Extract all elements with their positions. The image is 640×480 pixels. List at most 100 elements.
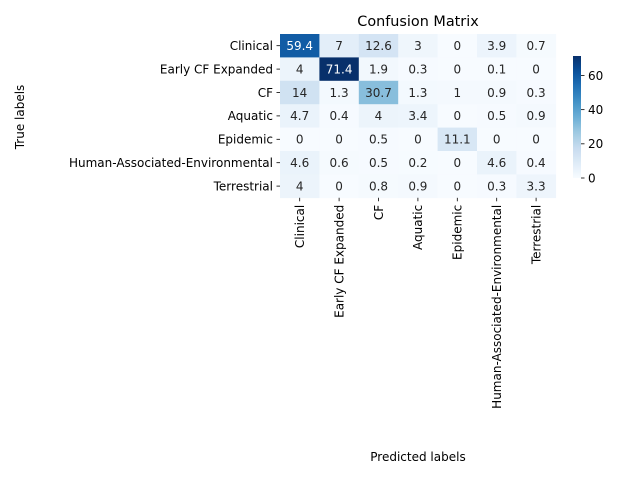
cell-value-label: 14 — [292, 86, 307, 100]
cell-value-label: 1.9 — [369, 62, 388, 76]
cell-value-label: 4.6 — [290, 156, 309, 170]
heatmap-cell — [358, 174, 399, 199]
colorbar-tick-label: 20 — [588, 137, 603, 151]
heatmap-cell — [477, 174, 517, 199]
y-tick-label: CF — [258, 86, 273, 100]
heatmap-cell — [280, 80, 320, 105]
cell-value-label: 0.9 — [408, 179, 427, 193]
heatmap-cell — [516, 127, 557, 152]
cell-value-label: 0 — [335, 179, 343, 193]
heatmap-cell — [516, 151, 557, 175]
x-axis-label: Predicted labels — [370, 450, 465, 464]
heatmap-cell — [280, 57, 320, 82]
heatmap-cell — [398, 127, 438, 152]
cell-value-label: 0.3 — [487, 179, 506, 193]
x-tick-label: Terrestrial — [529, 205, 543, 265]
cell-value-label: 0.5 — [369, 133, 388, 147]
heatmap-cell — [477, 104, 517, 128]
cell-value-label: 0.9 — [527, 109, 546, 123]
heatmap-cell — [477, 80, 517, 105]
cell-value-label: 0.5 — [487, 109, 506, 123]
cell-value-label: 4.6 — [487, 156, 506, 170]
cell-value-label: 0.6 — [330, 156, 349, 170]
cell-value-label: 1.3 — [330, 86, 349, 100]
cell-value-label: 11.1 — [444, 133, 471, 147]
heatmap-cell — [477, 34, 517, 58]
heatmap-cell — [477, 151, 517, 175]
cell-value-label: 3 — [414, 39, 422, 53]
y-tick-label: Clinical — [230, 39, 273, 53]
cell-value-label: 3.4 — [408, 109, 427, 123]
heatmap-cell — [516, 174, 557, 199]
cell-value-label: 0 — [453, 39, 461, 53]
y-axis-label: True labels — [13, 85, 27, 151]
heatmap-cell — [280, 104, 320, 128]
heatmap-cell — [358, 57, 399, 82]
heatmap-cell — [319, 34, 360, 58]
cell-value-label: 4.7 — [290, 109, 309, 123]
cell-value-label: 0 — [453, 109, 461, 123]
y-tick-labels: Clinical Early CF Expanded CF Aquatic Epidem… — [69, 39, 280, 193]
heatmap-cell — [319, 127, 360, 152]
heatmap-cell — [358, 127, 399, 152]
heatmap-cell — [516, 34, 557, 58]
heatmap-cell — [398, 80, 438, 105]
colorbar: 0 20 40 60 — [573, 56, 603, 185]
heatmap-cell — [437, 151, 478, 175]
x-tick-label: Human-Associated-Environmental — [490, 205, 504, 409]
heatmap-cell — [319, 104, 360, 128]
colorbar-tick-label: 40 — [588, 103, 603, 117]
colorbar-tick-label: 0 — [588, 171, 596, 185]
cell-value-label: 0 — [453, 62, 461, 76]
heatmap-cell — [477, 127, 517, 152]
cell-value-label: 0 — [335, 133, 343, 147]
heatmap-cell — [516, 80, 557, 105]
heatmap-cell — [358, 151, 399, 175]
heatmap-cell — [319, 57, 360, 82]
cell-value-label: 59.4 — [286, 39, 313, 53]
cell-value-label: 0.4 — [330, 109, 349, 123]
cell-value-label: 0.4 — [527, 156, 546, 170]
cell-value-label: 0 — [453, 179, 461, 193]
cell-value-label: 0.5 — [369, 156, 388, 170]
heatmap-cell — [398, 174, 438, 199]
cell-value-label: 4 — [296, 62, 304, 76]
cell-value-label: 0 — [493, 133, 501, 147]
cell-value-label: 7 — [335, 39, 343, 53]
heatmap-cell — [477, 57, 517, 82]
chart-title: Confusion Matrix — [357, 14, 479, 30]
heatmap-cell — [280, 174, 320, 199]
cell-value-label: 0 — [532, 133, 540, 147]
cell-value-label: 0.9 — [487, 86, 506, 100]
colorbar-gradient — [573, 56, 581, 178]
y-tick-label: Aquatic — [228, 109, 273, 123]
cell-value-label: 0 — [414, 133, 422, 147]
heatmap-cell — [437, 34, 478, 58]
heatmap-cell — [319, 80, 360, 105]
cell-value-label: 30.7 — [365, 86, 392, 100]
cell-value-label: 0 — [296, 133, 304, 147]
x-tick-label: Epidemic — [451, 205, 465, 260]
x-tick-label: Aquatic — [411, 205, 425, 250]
cell-value-label: 1 — [453, 86, 461, 100]
heatmap-cells: 59.4 7 12.6 3 0 3.9 0.74 71.4 1.9 0.3 0 0.1 014 1.3 30… — [280, 34, 557, 199]
x-tick-label: Clinical — [293, 205, 307, 248]
cell-value-label: 0.3 — [527, 86, 546, 100]
heatmap-cell — [398, 57, 438, 82]
heatmap-cell — [358, 104, 399, 128]
x-tick-labels: Clinical Early CF Expanded CF Aquatic Epidem… — [293, 197, 543, 409]
heatmap-cell — [280, 151, 320, 175]
cell-value-label: 3.9 — [487, 39, 506, 53]
heatmap-cell — [398, 104, 438, 128]
heatmap-cell — [437, 174, 478, 199]
cell-value-label: 0.8 — [369, 179, 388, 193]
heatmap-cell — [280, 34, 320, 58]
heatmap-cell — [398, 151, 438, 175]
heatmap-cell — [398, 34, 438, 58]
cell-value-label: 3.3 — [527, 179, 546, 193]
heatmap-cell — [437, 57, 478, 82]
cell-value-label: 1.3 — [408, 86, 427, 100]
heatmap-cell — [437, 127, 478, 152]
heatmap-cell — [358, 80, 399, 105]
